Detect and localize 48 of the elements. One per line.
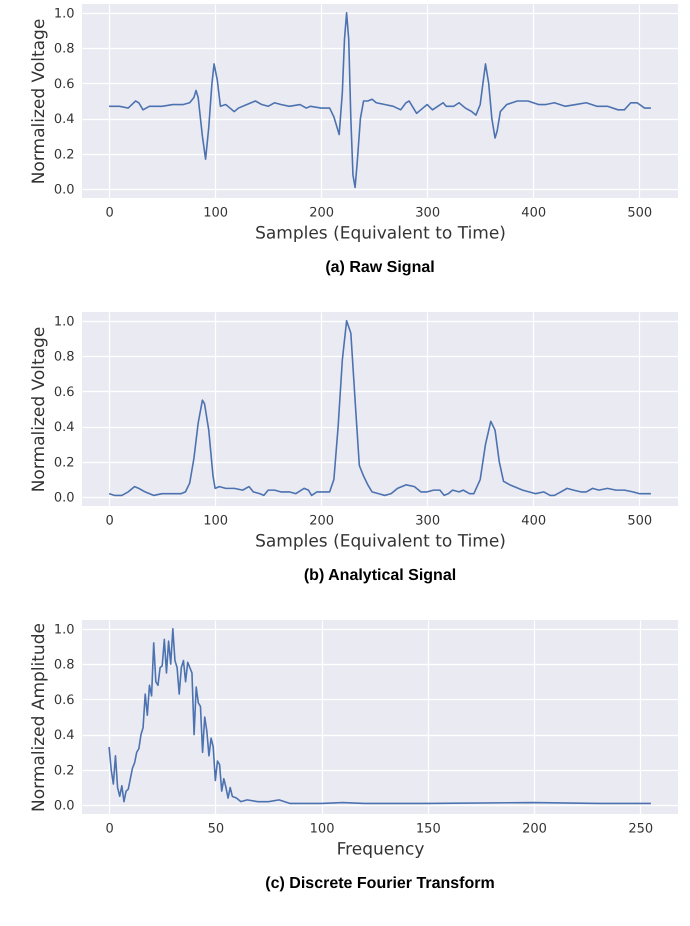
text: (b) Analytical Signal — [304, 567, 456, 584]
x-tick-label: 0 — [105, 514, 114, 528]
y-tick-label: 0.4 — [54, 728, 74, 744]
x-tick-label: 150 — [416, 822, 441, 836]
x-tick-label: 500 — [627, 206, 652, 220]
y-axis-title: Normalized Amplitude — [28, 623, 49, 812]
text: (a) Raw Signal — [325, 259, 435, 276]
x-tick-label: 300 — [415, 514, 440, 528]
x-tick-label: 200 — [309, 206, 334, 220]
x-tick-label: 100 — [310, 822, 334, 836]
y-tick-label: 0.2 — [54, 763, 74, 778]
y-tick-label: 0.6 — [54, 384, 74, 400]
y-tick-label: 0.8 — [54, 350, 74, 365]
y-tick-label: 1.0 — [54, 314, 74, 330]
y-tick-label: 0.4 — [54, 112, 74, 128]
x-tick-label: 200 — [309, 514, 334, 528]
x-tick-label: 0 — [105, 206, 114, 220]
line-series — [108, 12, 652, 188]
y-tick-label: 0.6 — [54, 692, 74, 708]
x-axis-title: Samples (Equivalent to Time) — [255, 532, 506, 552]
x-tick-label: 250 — [628, 822, 654, 836]
x-axis-title: Samples (Equivalent to Time) — [255, 224, 506, 244]
y-tick-label: 0.0 — [54, 490, 74, 506]
line-series — [108, 320, 652, 496]
x-tick-label: 400 — [521, 514, 546, 528]
x-tick-label: 400 — [521, 206, 546, 220]
y-axis-title: Normalized Voltage — [28, 326, 49, 492]
y-tick-label: 1.0 — [54, 622, 74, 638]
y-tick-label: 0.0 — [54, 182, 74, 198]
y-tick-label: 0.8 — [54, 658, 74, 673]
line-series — [108, 628, 652, 804]
y-tick-label: 0.0 — [54, 798, 74, 814]
x-tick-label: 500 — [627, 514, 652, 528]
text: (c) Discrete Fourier Transform — [265, 875, 495, 892]
y-tick-label: 0.8 — [54, 42, 74, 57]
y-tick-label: 0.6 — [54, 76, 74, 92]
x-tick-label: 100 — [203, 514, 228, 528]
y-axis-title: Normalized Voltage — [28, 18, 49, 184]
x-axis-title: Frequency — [336, 840, 424, 860]
x-tick-label: 100 — [203, 206, 228, 220]
y-tick-label: 0.2 — [54, 455, 74, 470]
x-tick-label: 300 — [415, 206, 440, 220]
x-tick-label: 50 — [208, 822, 224, 836]
y-tick-label: 0.2 — [54, 147, 74, 162]
y-tick-label: 1.0 — [54, 6, 74, 22]
x-tick-label: 0 — [105, 822, 114, 836]
y-tick-label: 0.4 — [54, 420, 74, 436]
x-tick-label: 200 — [522, 822, 547, 836]
